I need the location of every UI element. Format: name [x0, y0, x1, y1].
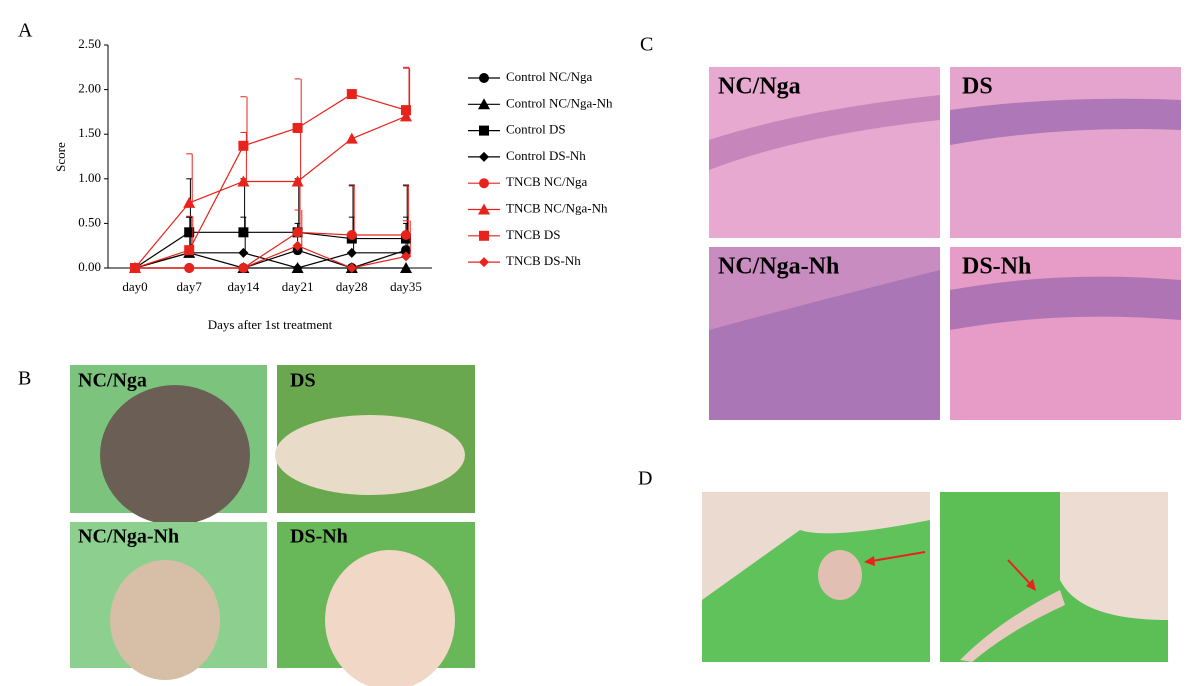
legend-label: TNCB NC/Nga-Nh: [506, 200, 608, 215]
photo-subject: [818, 550, 862, 600]
photo-label: NC/Nga: [718, 74, 801, 100]
legend-label: TNCB NC/Nga: [506, 174, 587, 189]
x-tick-label: day35: [390, 279, 422, 294]
photo-subject: [960, 590, 1065, 662]
point: [346, 263, 357, 273]
panel-letter: A: [18, 20, 33, 42]
arrow-head: [864, 556, 875, 566]
legend-marker: [479, 178, 489, 189]
arrow: [865, 551, 926, 563]
legend-marker: [478, 98, 490, 110]
point: [292, 227, 303, 238]
point: [184, 227, 195, 238]
y-tick-label: 1.00: [78, 170, 101, 185]
series-line: [134, 252, 406, 269]
legend-label: TNCB DS-Nh: [506, 253, 581, 268]
panel-letter: C: [640, 34, 653, 56]
legend-label: Control NC/Nga: [506, 69, 593, 84]
point: [184, 245, 195, 256]
point: [184, 263, 195, 273]
tissue-layer: [709, 270, 940, 420]
photo: [950, 247, 1181, 420]
photo-subject: [702, 492, 930, 600]
photo-subject: [100, 385, 250, 525]
point: [238, 140, 249, 151]
photo-subject: [325, 550, 455, 686]
y-tick-label: 2.00: [78, 81, 101, 96]
photo: [950, 67, 1181, 238]
point: [346, 247, 357, 258]
x-tick-label: day28: [336, 279, 368, 294]
point: [345, 132, 358, 144]
tissue-layer: [950, 276, 1181, 330]
legend-marker: [479, 230, 489, 241]
arrow-head: [1026, 579, 1036, 591]
legend-marker: [479, 73, 489, 83]
point: [238, 227, 249, 238]
point: [130, 263, 140, 273]
photo-label: NC/Nga-Nh: [718, 254, 839, 280]
point: [400, 110, 412, 122]
x-tick-label: day0: [122, 279, 147, 294]
point: [183, 196, 196, 208]
point: [238, 263, 249, 273]
photo-label: DS: [962, 74, 993, 100]
series-line: [135, 245, 407, 269]
panel-letter: D: [638, 468, 652, 490]
point: [237, 175, 250, 187]
point: [400, 262, 412, 273]
series-line: [134, 231, 406, 269]
photo-label: NC/Nga-Nh: [78, 526, 179, 548]
x-tick-label: day14: [228, 279, 260, 294]
photo-label: DS: [290, 370, 316, 392]
y-tick-label: 0.50: [78, 214, 101, 229]
legend-label: Control DS: [506, 122, 566, 137]
y-tick-label: 0.00: [78, 259, 101, 274]
point: [292, 240, 303, 251]
y-tick-label: 1.50: [78, 125, 101, 140]
series-line: [135, 231, 406, 269]
legend-marker: [479, 125, 489, 136]
photo-subject: [275, 415, 465, 495]
photo-label: NC/Nga: [78, 370, 147, 392]
point: [292, 263, 303, 273]
y-axis-label: Score: [53, 142, 68, 172]
x-axis-label: Days after 1st treatment: [208, 317, 333, 332]
tissue-layer: [950, 98, 1181, 145]
point: [292, 122, 303, 133]
photo-subject: [110, 560, 220, 680]
legend-label: TNCB DS: [506, 227, 561, 242]
photo-label: DS-Nh: [290, 526, 348, 548]
point: [401, 251, 411, 262]
y-tick-label: 2.50: [78, 36, 101, 51]
legend-label: Control DS-Nh: [506, 148, 586, 163]
photo-label: DS-Nh: [962, 254, 1031, 280]
x-tick-label: day7: [177, 279, 203, 294]
legend-label: Control NC/Nga-Nh: [506, 95, 613, 110]
panel-letter: B: [18, 368, 31, 390]
series-line: [134, 115, 407, 269]
point: [346, 229, 357, 240]
point: [401, 105, 411, 116]
tissue-layer: [709, 95, 940, 170]
legend-marker: [479, 257, 489, 268]
point: [291, 175, 304, 187]
x-tick-label: day21: [282, 279, 314, 294]
photo-subject: [1060, 492, 1168, 620]
legend-marker: [479, 151, 489, 162]
series-line: [134, 93, 407, 269]
point: [238, 247, 249, 258]
point: [346, 89, 357, 100]
point: [401, 229, 411, 240]
legend-marker: [478, 203, 490, 215]
